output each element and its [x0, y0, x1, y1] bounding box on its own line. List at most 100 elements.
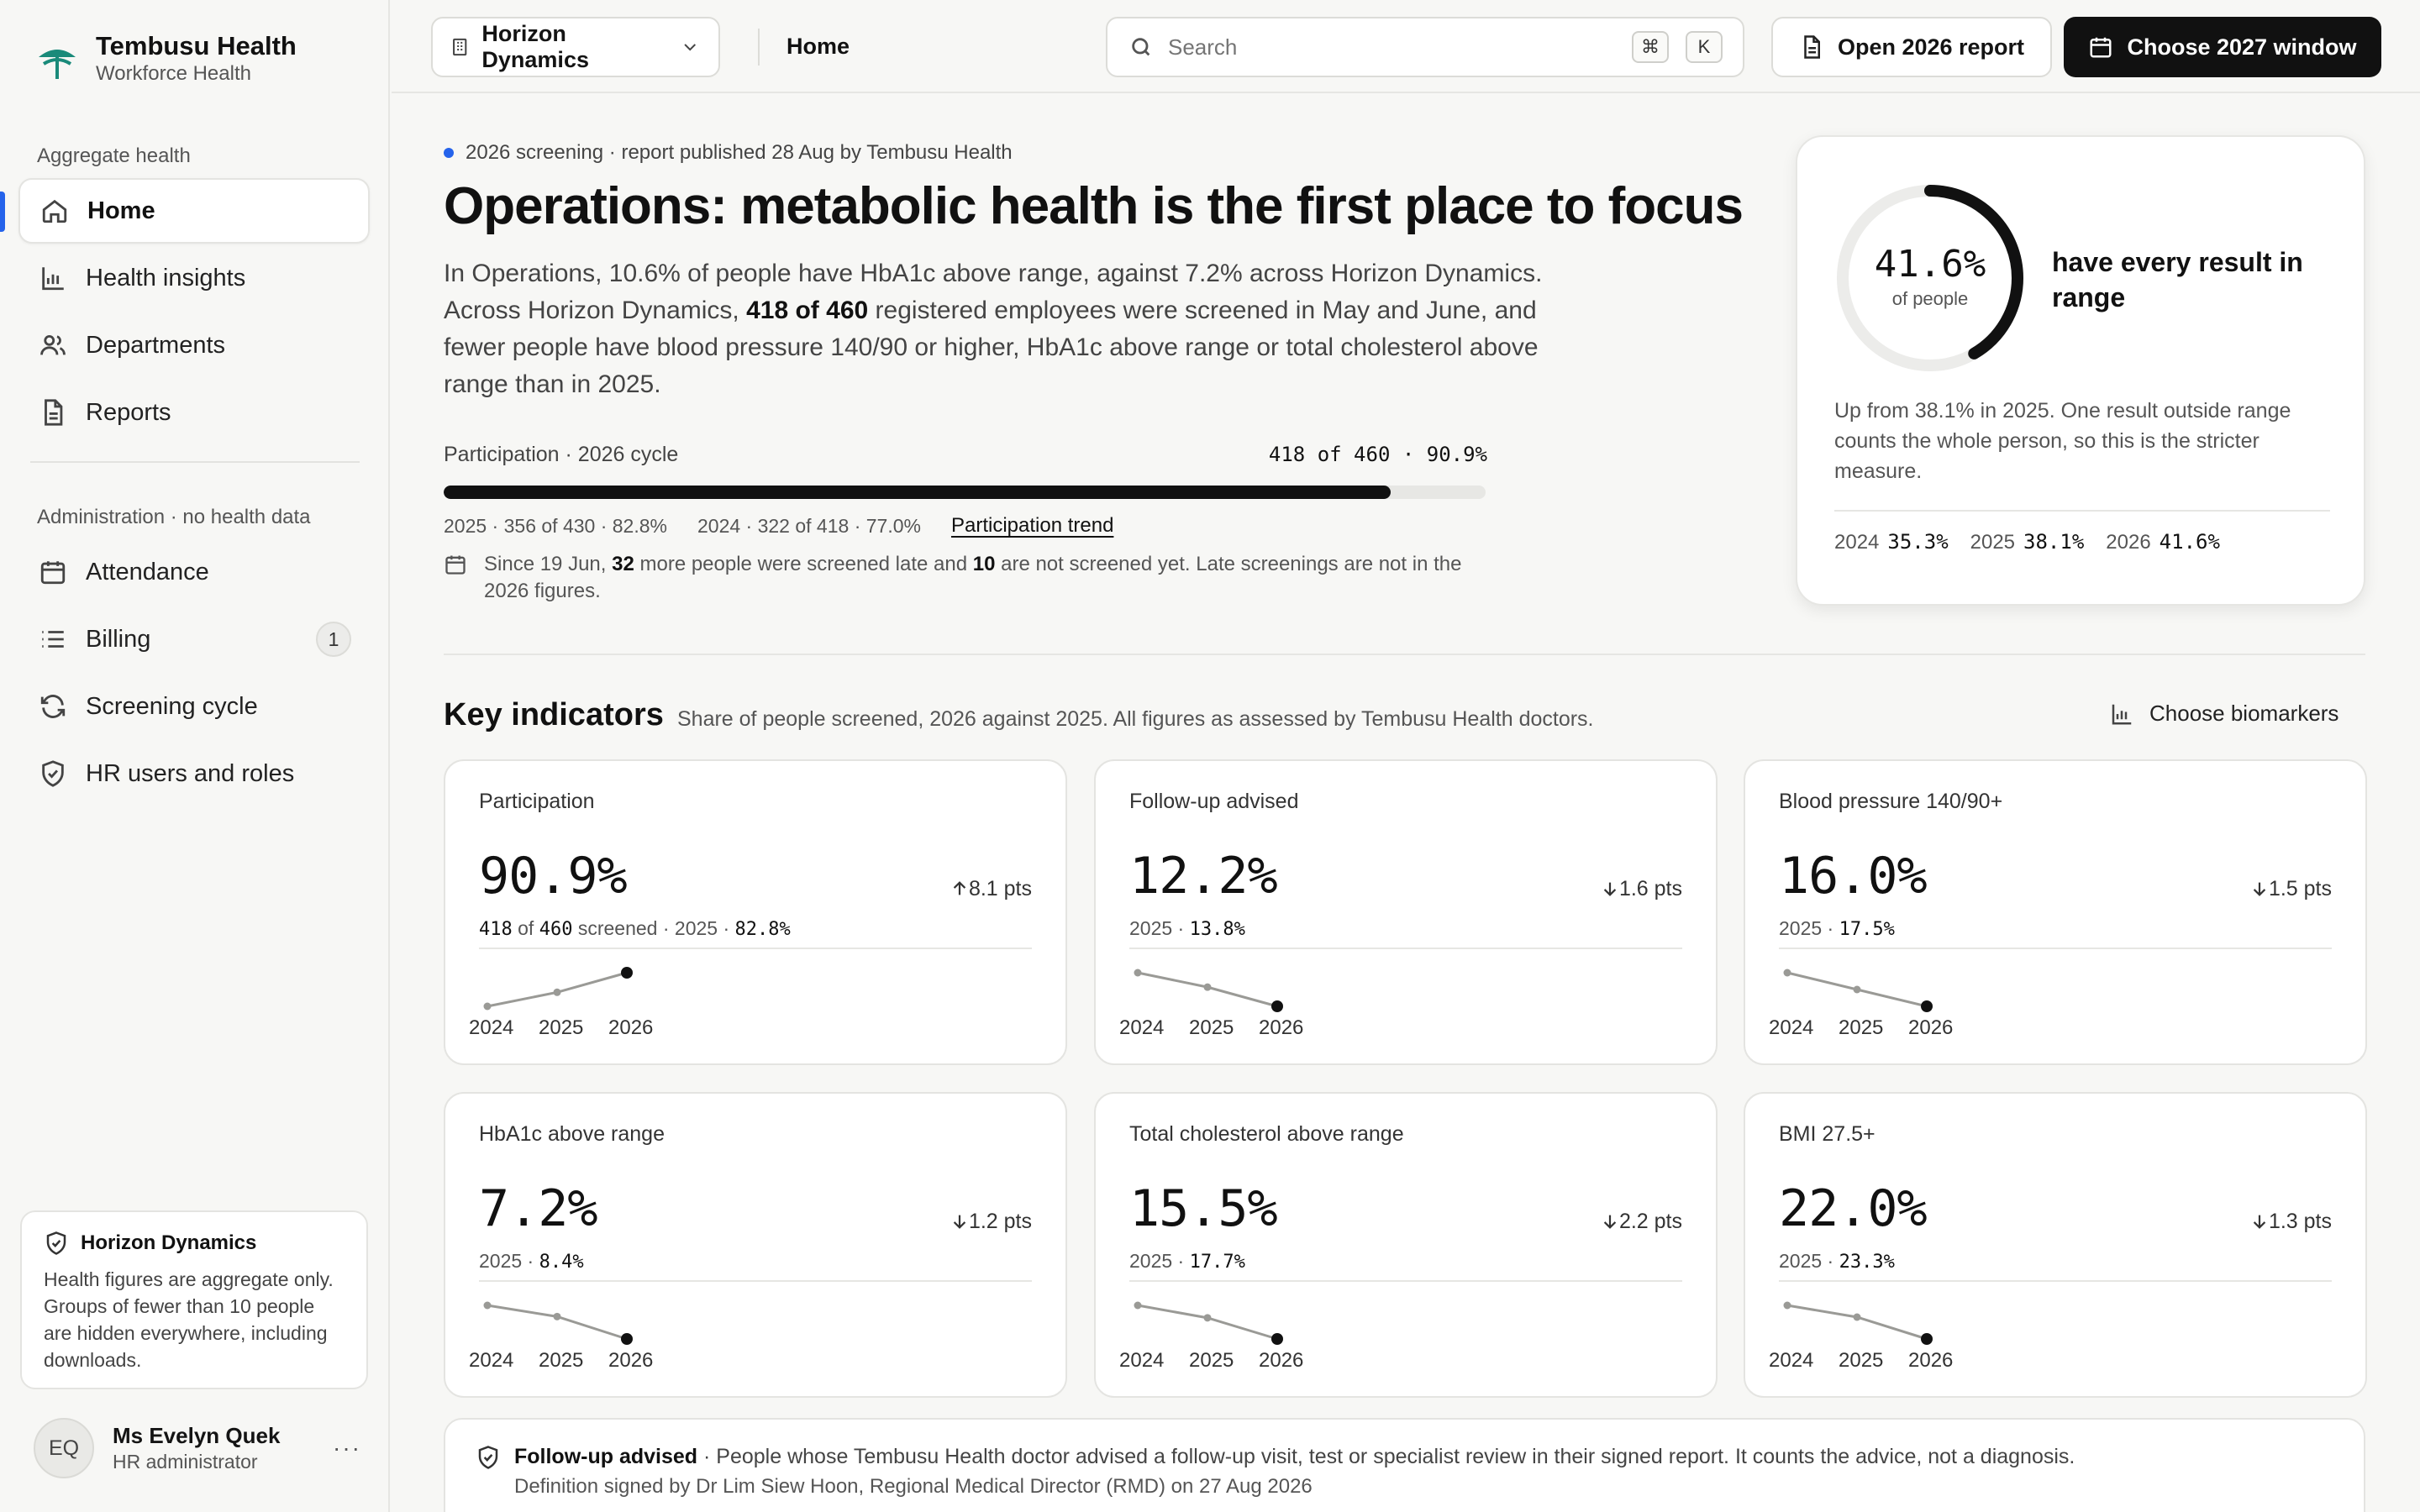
indicator-card[interactable]: Follow-up advised 12.2% 1.6 pts 2025 · 1… — [1094, 759, 1718, 1065]
key-indicators-title: Key indicators — [444, 697, 664, 732]
sidebar-item-label: Health insights — [86, 264, 246, 291]
participation-2025: 2025 · 356 of 430 · 82.8% — [444, 514, 667, 537]
building-icon — [453, 38, 467, 56]
command-key-hint: ⌘ — [1632, 31, 1669, 63]
sparkline-point — [483, 1002, 492, 1011]
year-label: 2025 — [1839, 1349, 1884, 1372]
brand[interactable]: Tembusu Health Workforce Health — [35, 30, 297, 86]
card-divider — [479, 948, 1032, 949]
delta-value: 1.3 pts — [2268, 1210, 2332, 1233]
delta-value: 8.1 pts — [968, 877, 1032, 900]
organisation-selector[interactable]: Horizon Dynamics — [431, 17, 720, 77]
sidebar-item-label: Departments — [86, 331, 226, 359]
summary-text: In Operations, 10.6% of people have HbA1… — [444, 260, 1543, 324]
indicator-title: Blood pressure 140/90+ — [1779, 790, 2003, 813]
indicator-card[interactable]: BMI 27.5+ 22.0% 1.3 pts 2025 · 23.3% 202… — [1744, 1092, 2367, 1398]
choose-window-button[interactable]: Choose 2027 window — [2064, 17, 2381, 77]
indicator-sparkline — [1783, 969, 1933, 1012]
late-count: 32 — [612, 553, 634, 575]
indicator-card[interactable]: Participation 90.9% 8.1 pts 418 of 460 s… — [444, 759, 1067, 1065]
indicator-card[interactable]: Blood pressure 140/90+ 16.0% 1.5 pts 202… — [1744, 759, 2367, 1065]
participation-2024: 2024 · 322 of 418 · 77.0% — [697, 514, 921, 537]
sidebar-item-hr-users[interactable]: HR users and roles — [18, 741, 370, 806]
sidebar-item-health-insights[interactable]: Health insights — [18, 245, 370, 311]
sub-text: 2025 · — [479, 1250, 539, 1272]
unscreened-count: 10 — [972, 553, 996, 575]
in-range-value: 41.6% — [1874, 243, 1986, 286]
sparkline-point — [553, 1312, 561, 1320]
year-label: 2024 — [1119, 1349, 1165, 1372]
brand-subtitle: Workforce Health — [96, 62, 251, 85]
status-dot — [444, 148, 454, 158]
chevron-down-icon — [683, 44, 696, 51]
sidebar-item-screening-cycle[interactable]: Screening cycle — [18, 674, 370, 739]
definition-body: · People whose Tembusu Health doctor adv… — [697, 1445, 2075, 1468]
nav-section-admin: Administration · no health data — [37, 506, 311, 528]
year-label: 2026 — [1908, 1349, 1954, 1372]
user-menu[interactable]: EQ Ms Evelyn Quek HR administrator ··· — [34, 1418, 370, 1478]
note-text: are not screened yet. Late screenings ar… — [484, 553, 1462, 602]
sparkline-point — [1853, 1313, 1861, 1321]
year-label: 2024 — [1119, 1016, 1165, 1039]
indicator-card[interactable]: HbA1c above range 7.2% 1.2 pts 2025 · 8.… — [444, 1092, 1067, 1398]
indicator-title: Follow-up advised — [1129, 790, 1299, 813]
sidebar-item-label: Reports — [86, 398, 171, 426]
previous-value: 82.8% — [734, 919, 791, 940]
sparkline-line — [1137, 1304, 1278, 1341]
in-range-sub: of people — [1891, 288, 1969, 309]
indicator-sparkline — [1783, 1301, 1933, 1345]
topbar-divider — [758, 29, 760, 66]
sparkline-line — [1786, 1304, 1928, 1341]
indicator-title: HbA1c above range — [479, 1122, 665, 1146]
previous-value: 8.4% — [539, 1252, 584, 1273]
document-icon — [45, 399, 63, 426]
year-label: 2026 — [608, 1349, 654, 1372]
year-label: 2025 — [1839, 1016, 1884, 1039]
sidebar-item-home[interactable]: Home — [18, 178, 370, 244]
sidebar-item-label: Screening cycle — [86, 692, 258, 720]
participation-trend-link[interactable]: Participation trend — [950, 514, 1114, 537]
sidebar-item-billing[interactable]: Billing 1 — [18, 606, 370, 672]
sidebar-item-reports[interactable]: Reports — [18, 380, 370, 445]
billing-count-badge: 1 — [316, 622, 351, 657]
sparkline-point — [1783, 969, 1791, 977]
sparkline-point — [1134, 969, 1142, 977]
indicator-value: 22.0% — [1779, 1179, 1928, 1238]
previous-value: 23.3% — [1839, 1252, 1895, 1273]
arrow-down-icon — [2253, 882, 2266, 896]
definition-note: Follow-up advised · People whose Tembusu… — [444, 1418, 2365, 1512]
sparkline-point — [1783, 1301, 1791, 1310]
choose-biomarkers-button[interactable]: Choose biomarkers — [2109, 701, 2338, 727]
year-label: 2026 — [608, 1016, 654, 1039]
arrow-down-icon — [953, 1215, 966, 1229]
sparkline-line — [487, 1304, 628, 1341]
open-report-button[interactable]: Open 2026 report — [1771, 17, 2052, 77]
indicator-subtext: 2025 · 8.4% — [479, 1250, 584, 1273]
in-range-ring — [1837, 185, 2023, 371]
indicator-card[interactable]: Total cholesterol above range 15.5% 2.2 … — [1094, 1092, 1718, 1398]
summary-highlight: 418 of 460 — [746, 297, 869, 324]
sparkline-point — [1853, 985, 1861, 994]
in-range-history: 2024 35.3% 2025 38.1% 2026 41.6% — [1834, 530, 2220, 554]
indicator-delta: 1.3 pts — [2250, 1210, 2332, 1234]
sidebar-item-label: HR users and roles — [86, 759, 295, 787]
eyebrow-text: 2026 screening · report published 28 Aug… — [466, 141, 1013, 164]
privacy-notice: Horizon Dynamics Health figures are aggr… — [20, 1210, 368, 1389]
sidebar-item-departments[interactable]: Departments — [18, 312, 370, 378]
indicator-delta: 1.2 pts — [950, 1210, 1032, 1234]
organisation-name: Horizon Dynamics — [481, 21, 589, 72]
sparkline-point — [621, 1333, 633, 1345]
participation-progress-fill — [444, 486, 1392, 499]
indicator-sparkline — [1134, 969, 1283, 1012]
delta-value: 2.2 pts — [1618, 1210, 1682, 1233]
more-options-button[interactable]: ··· — [333, 1435, 361, 1461]
shield-icon — [42, 760, 64, 787]
sidebar-item-attendance[interactable]: Attendance — [18, 539, 370, 605]
indicator-subtext: 418 of 460 screened · 2025 · 82.8% — [479, 917, 791, 940]
search-box[interactable]: ⌘ K — [1106, 17, 1744, 77]
delta-value: 1.5 pts — [2268, 877, 2332, 900]
privacy-body: Health figures are aggregate only. Group… — [44, 1268, 334, 1371]
search-input[interactable] — [1168, 34, 1605, 60]
sparkline-point — [1203, 983, 1212, 991]
history-item: 2024 35.3% — [1834, 530, 1949, 554]
